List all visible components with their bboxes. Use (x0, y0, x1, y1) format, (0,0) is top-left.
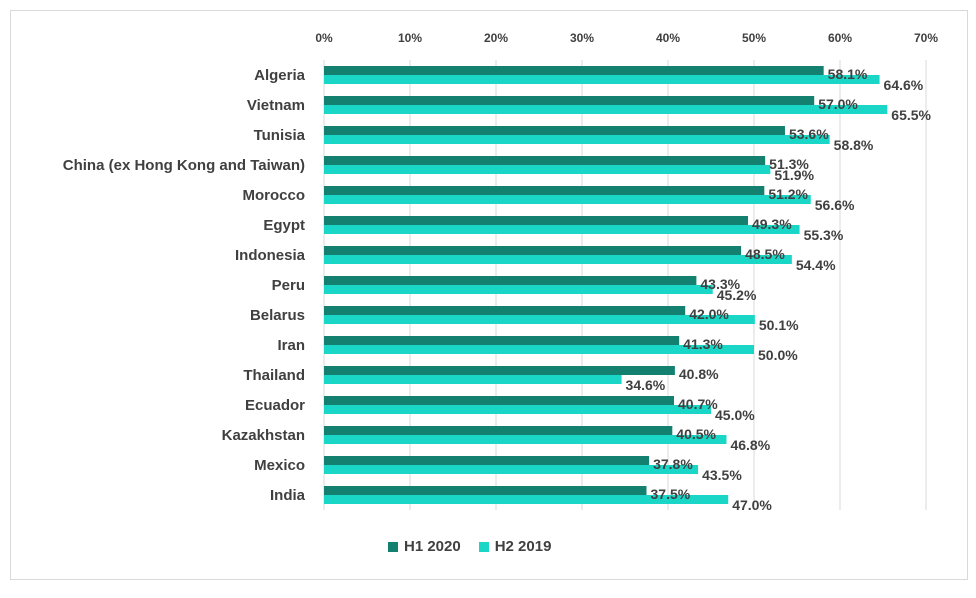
data-label-h1-2020: 57.0% (818, 96, 858, 112)
data-label-h2-2019: 45.0% (715, 407, 755, 423)
data-label-h2-2019: 47.0% (732, 497, 772, 513)
data-label-h1-2020: 40.8% (679, 366, 719, 382)
x-tick-label: 0% (315, 31, 333, 45)
x-tick-label: 30% (570, 31, 594, 45)
bar-h2-2019 (324, 105, 888, 114)
legend-item-h1-2020: H1 2020 (388, 538, 461, 555)
category-label: Belarus (250, 307, 305, 324)
bar-h2-2019 (324, 345, 754, 354)
x-tick-label: 60% (828, 31, 852, 45)
data-label-h2-2019: 45.2% (717, 287, 757, 303)
x-tick-label: 10% (398, 31, 422, 45)
category-label: Morocco (242, 187, 305, 204)
bar-h1-2020 (324, 276, 697, 285)
bar-h1-2020 (324, 366, 675, 375)
bar-h2-2019 (324, 435, 727, 444)
bar-h1-2020 (324, 336, 680, 345)
data-label-h1-2020: 51.3% (769, 156, 809, 172)
bar-h2-2019 (324, 225, 800, 234)
bar-h2-2019 (324, 75, 880, 84)
category-label: Vietnam (247, 97, 305, 114)
data-label-h1-2020: 49.3% (752, 216, 792, 232)
bar-h1-2020 (324, 456, 650, 465)
x-tick-label: 20% (484, 31, 508, 45)
data-label-h2-2019: 65.5% (891, 107, 931, 123)
data-label-h1-2020: 41.3% (683, 336, 723, 352)
data-label-h2-2019: 55.3% (804, 227, 844, 243)
category-label: Mexico (254, 457, 305, 474)
data-label-h1-2020: 58.1% (828, 66, 868, 82)
data-label-h1-2020: 40.7% (678, 396, 718, 412)
legend-label-h1-2020: H1 2020 (404, 538, 461, 555)
data-label-h2-2019: 50.0% (758, 347, 798, 363)
category-label: Tunisia (254, 127, 306, 144)
bar-h2-2019 (324, 465, 699, 474)
bar-h1-2020 (324, 306, 686, 315)
data-label-h1-2020: 37.8% (653, 456, 693, 472)
bar-h1-2020 (324, 96, 815, 105)
data-label-h2-2019: 43.5% (702, 467, 742, 483)
category-label: Iran (277, 337, 305, 354)
category-label: Thailand (243, 367, 305, 384)
bar-h2-2019 (324, 255, 792, 264)
bar-h2-2019 (324, 405, 711, 414)
data-label-h1-2020: 40.5% (676, 426, 716, 442)
data-label-h2-2019: 58.8% (834, 137, 874, 153)
data-label-h1-2020: 42.0% (689, 306, 729, 322)
category-label: Algeria (254, 67, 306, 84)
data-label-h2-2019: 51.9% (774, 167, 814, 183)
bar-h2-2019 (324, 135, 830, 144)
bar-h1-2020 (324, 486, 647, 495)
legend-item-h2-2019: H2 2019 (478, 538, 552, 555)
legend: H1 2020 H2 2019 (388, 538, 551, 555)
bar-h1-2020 (324, 186, 765, 195)
legend-swatch-h2-2019 (478, 541, 489, 552)
data-label-h2-2019: 56.6% (815, 197, 855, 213)
bar-h2-2019 (324, 285, 713, 294)
category-label: Kazakhstan (222, 427, 305, 444)
bar-h1-2020 (324, 156, 766, 165)
data-label-h1-2020: 48.5% (745, 246, 785, 262)
x-tick-label: 70% (914, 31, 938, 45)
bar-h2-2019 (324, 315, 755, 324)
chart-frame (10, 10, 968, 580)
data-label-h1-2020: 51.2% (768, 186, 808, 202)
bar-h2-2019 (324, 495, 729, 504)
bar-h1-2020 (324, 126, 785, 135)
category-label: India (270, 487, 306, 504)
legend-label-h2-2019: H2 2019 (494, 538, 552, 555)
data-label-h2-2019: 54.4% (796, 257, 836, 273)
category-label: Peru (272, 277, 305, 294)
data-label-h2-2019: 46.8% (730, 437, 770, 453)
x-tick-label: 50% (742, 31, 766, 45)
x-tick-label: 40% (656, 31, 680, 45)
data-label-h2-2019: 50.1% (759, 317, 799, 333)
bar-h1-2020 (324, 426, 673, 435)
data-label-h1-2020: 53.6% (789, 126, 829, 142)
bar-h2-2019 (324, 165, 771, 174)
bar-h1-2020 (324, 396, 675, 405)
bar-h2-2019 (324, 375, 622, 384)
bar-h1-2020 (324, 216, 748, 225)
category-label: Indonesia (235, 247, 306, 264)
data-label-h2-2019: 64.6% (884, 77, 924, 93)
data-label-h1-2020: 43.3% (700, 276, 740, 292)
data-label-h2-2019: 34.6% (626, 377, 666, 393)
category-label: China (ex Hong Kong and Taiwan) (63, 157, 305, 174)
bar-h1-2020 (324, 66, 824, 75)
data-label-h1-2020: 37.5% (651, 486, 691, 502)
bar-h2-2019 (324, 195, 811, 204)
category-label: Egypt (263, 217, 305, 234)
bar-h1-2020 (324, 246, 742, 255)
category-label: Ecuador (245, 397, 305, 414)
legend-swatch-h1-2020 (388, 541, 398, 552)
